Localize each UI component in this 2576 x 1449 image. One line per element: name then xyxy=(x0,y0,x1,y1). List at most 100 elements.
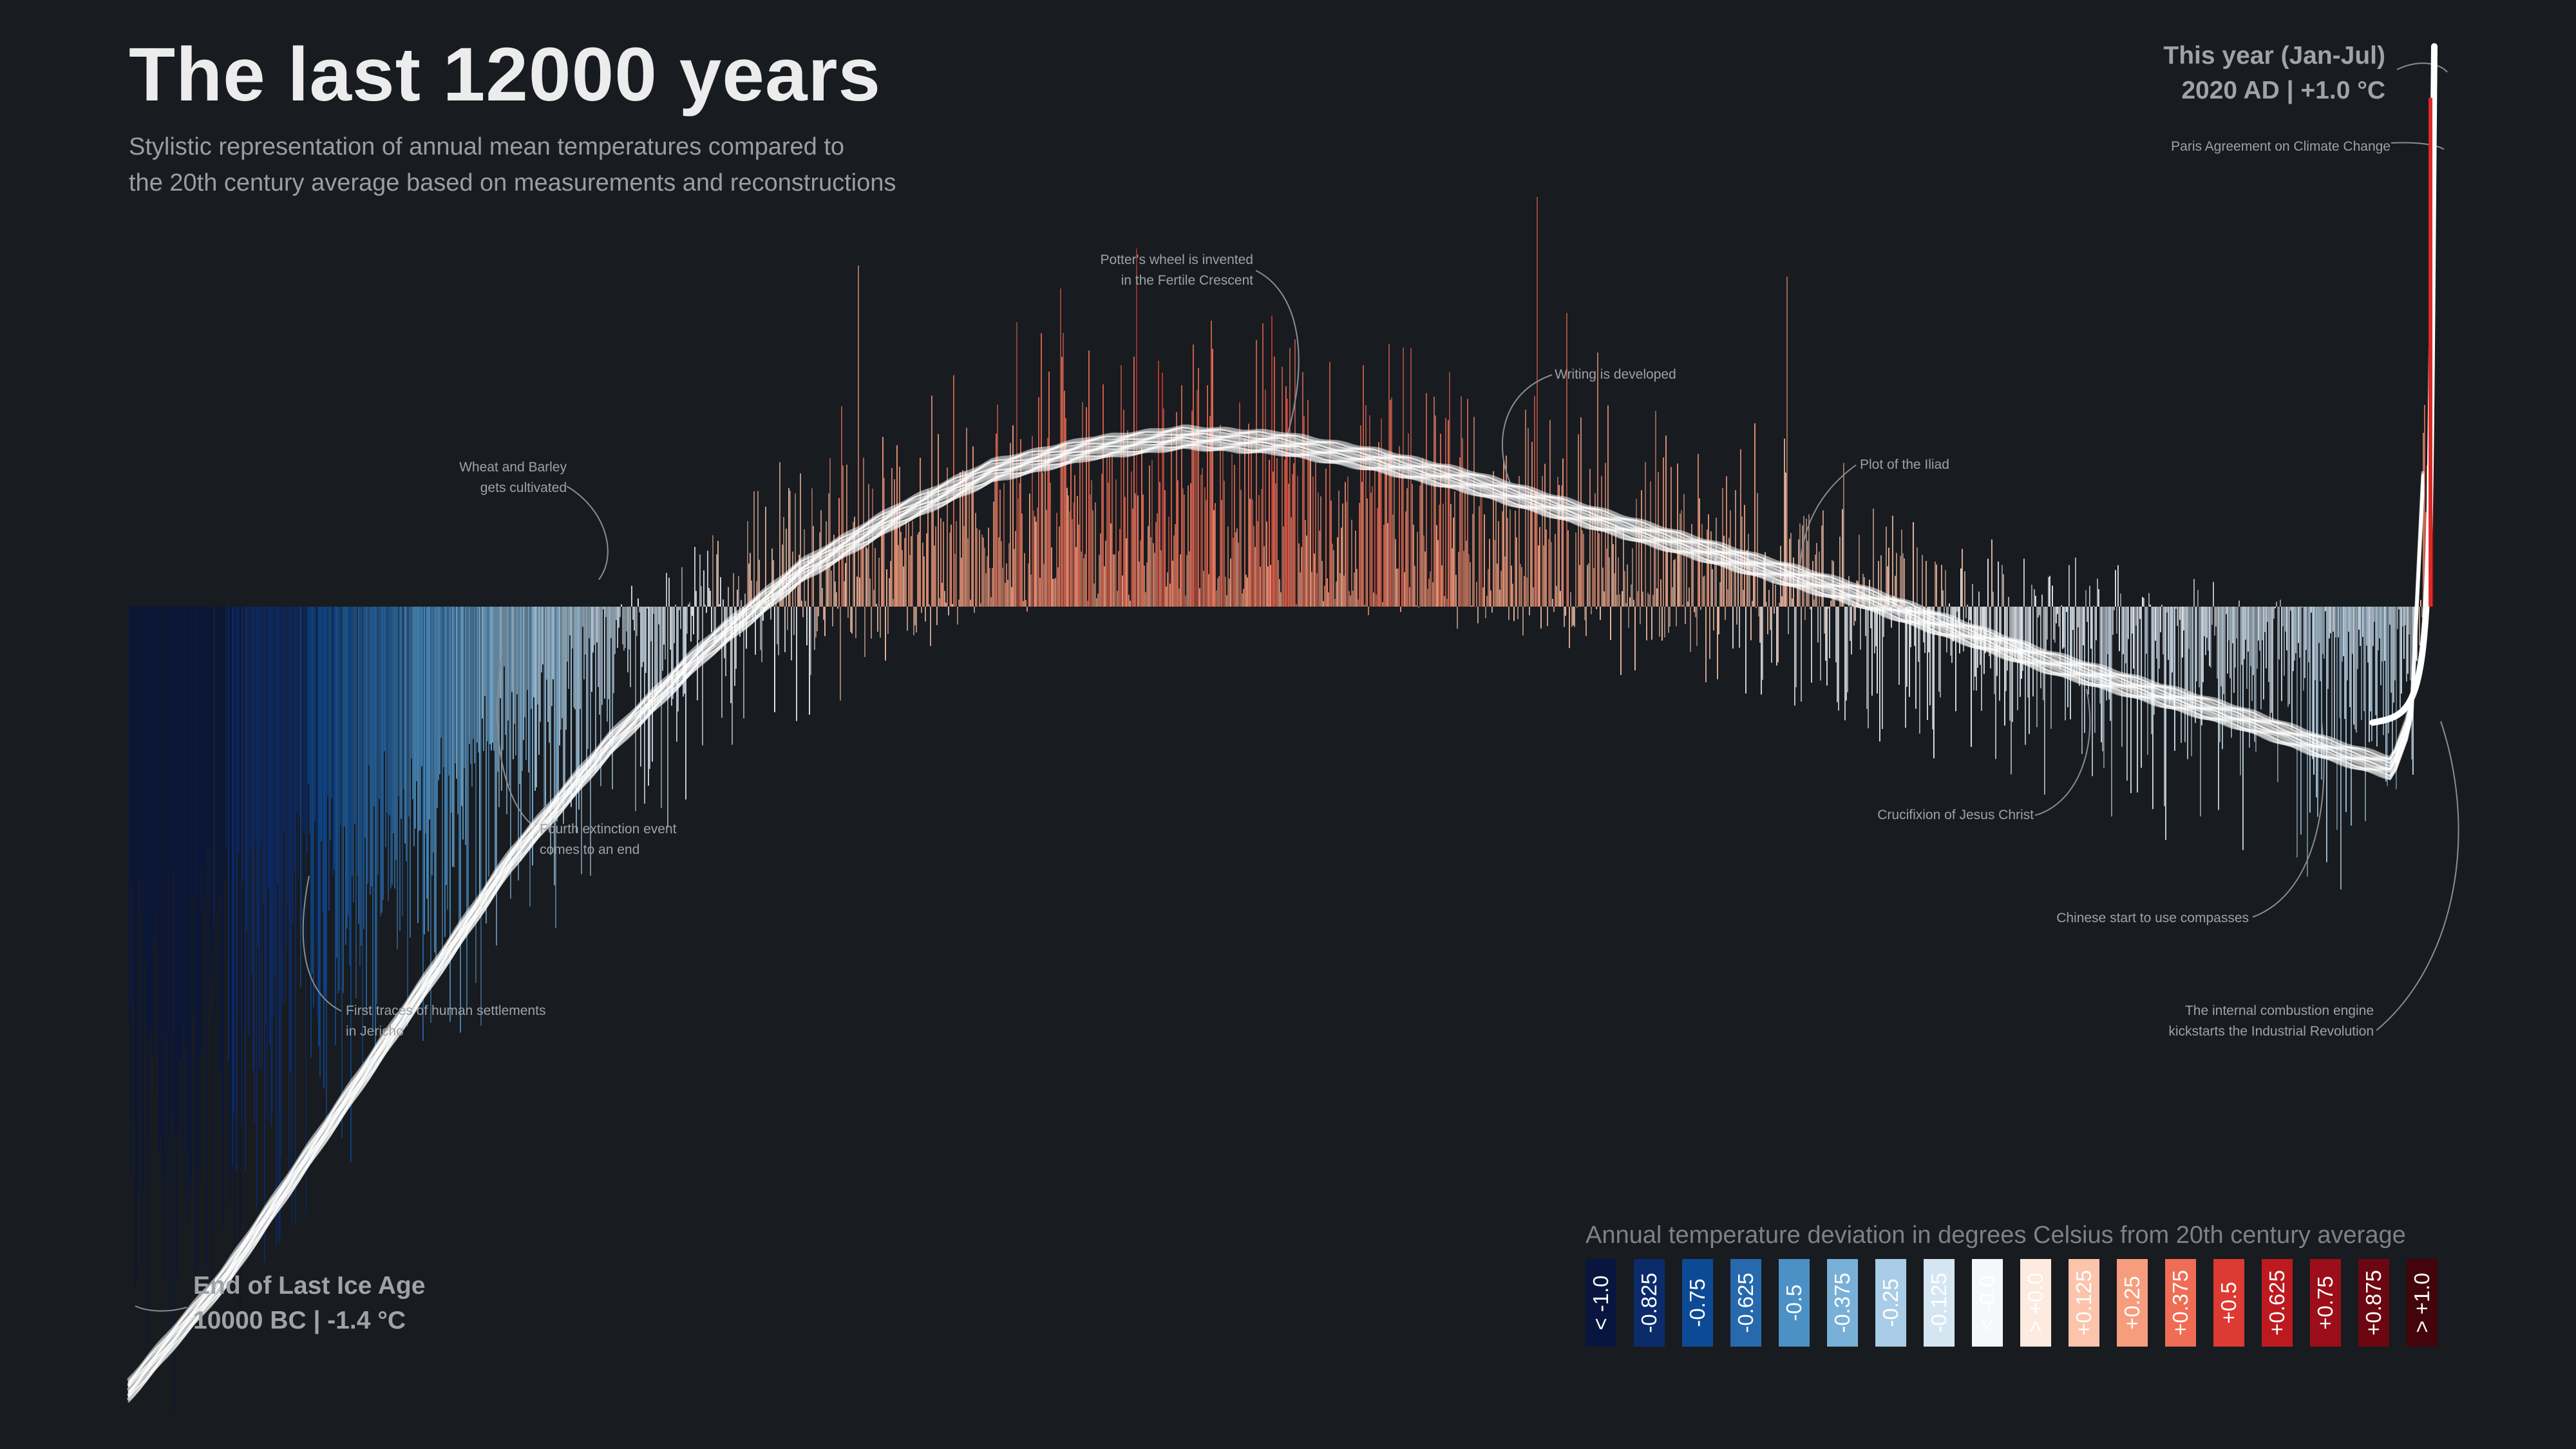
temperature-bar xyxy=(2400,607,2401,708)
temperature-bar xyxy=(1873,508,1874,607)
temperature-bar xyxy=(1285,386,1287,607)
temperature-bar xyxy=(730,607,732,703)
temperature-bar xyxy=(1602,567,1604,607)
temperature-bar xyxy=(1906,607,1908,687)
temperature-bar xyxy=(884,478,885,607)
temperature-bar xyxy=(1504,556,1506,607)
temperature-bar xyxy=(2389,607,2391,625)
temperature-bar xyxy=(1160,550,1162,607)
temperature-bar xyxy=(2048,577,2049,607)
legend-label: -0.25 xyxy=(1879,1278,1902,1327)
temperature-bar xyxy=(1779,602,1780,607)
temperature-bar xyxy=(398,607,399,796)
temperature-bar xyxy=(1319,530,1320,607)
temperature-bar xyxy=(169,607,170,1133)
temperature-bar xyxy=(1998,561,1999,607)
temperature-bar xyxy=(1508,607,1510,620)
temperature-bar xyxy=(1463,551,1464,607)
legend-swatch: -0.375 xyxy=(1827,1259,1858,1347)
temperature-bar xyxy=(1340,573,1341,607)
temperature-bar xyxy=(1498,521,1499,607)
temperature-bar xyxy=(1369,415,1370,607)
temperature-bar xyxy=(269,607,270,1045)
temperature-bar xyxy=(2178,607,2179,702)
temperature-bar xyxy=(658,607,659,625)
temperature-bar xyxy=(188,607,189,1151)
temperature-bar xyxy=(853,522,854,607)
temperature-bar xyxy=(1678,550,1680,607)
temperature-bar xyxy=(817,607,818,632)
temperature-bar xyxy=(2159,607,2160,669)
temperature-bar xyxy=(1933,607,1935,759)
temperature-bar xyxy=(447,607,448,910)
temperature-bar xyxy=(719,604,720,607)
temperature-bar xyxy=(985,573,987,607)
temperature-bar xyxy=(2300,607,2302,835)
temperature-bar xyxy=(531,607,532,709)
temperature-bar xyxy=(1480,486,1481,607)
temperature-bar xyxy=(591,607,592,692)
temperature-bar xyxy=(2002,565,2003,607)
temperature-bar xyxy=(1570,592,1571,607)
temperature-bar xyxy=(1888,547,1889,607)
temperature-bar xyxy=(1476,582,1477,607)
temperature-bar xyxy=(2155,607,2156,641)
temperature-bar xyxy=(1195,435,1197,607)
temperature-bar xyxy=(1428,578,1430,607)
temperature-bar xyxy=(2204,607,2205,636)
temperature-bar xyxy=(1316,573,1318,607)
legend-swatch: +0.75 xyxy=(2310,1259,2341,1347)
temperature-bar xyxy=(940,518,942,607)
temperature-bar xyxy=(1305,520,1306,607)
temperature-bar xyxy=(1777,607,1779,663)
temperature-bar xyxy=(2343,607,2344,656)
temperature-bar xyxy=(2313,607,2315,775)
temperature-bar xyxy=(1781,596,1783,607)
annotation-compasses: Chinese start to use compasses xyxy=(2056,908,2249,929)
temperature-bar xyxy=(335,607,336,1045)
temperature-bar xyxy=(617,607,618,649)
temperature-bar xyxy=(209,607,210,1007)
temperature-bar xyxy=(2266,607,2267,668)
temperature-bar xyxy=(1186,555,1188,607)
temperature-bar xyxy=(903,566,904,607)
temperature-bar xyxy=(1050,482,1051,607)
temperature-bar xyxy=(1266,521,1267,607)
temperature-bar xyxy=(2107,607,2108,654)
temperature-bar xyxy=(1539,527,1540,607)
temperature-bar xyxy=(2244,607,2245,659)
temperature-bar xyxy=(1458,552,1459,607)
temperature-bar xyxy=(1334,599,1336,607)
temperature-bar xyxy=(656,607,657,696)
temperature-bar xyxy=(1074,475,1075,607)
temperature-bar xyxy=(996,433,997,607)
temperature-bar xyxy=(788,488,790,607)
legend-swatch: +0.875 xyxy=(2358,1259,2389,1347)
temperature-bar xyxy=(1361,482,1363,607)
temperature-bar xyxy=(1318,492,1319,607)
legend-label: +0.5 xyxy=(2217,1282,2240,1324)
legend-swatch: +0.375 xyxy=(2165,1259,2196,1347)
temperature-bar xyxy=(965,471,966,607)
temperature-bar xyxy=(1252,499,1253,607)
temperature-bar xyxy=(603,607,604,610)
temperature-bar xyxy=(245,607,246,1171)
temperature-bar xyxy=(1593,568,1595,607)
temperature-bar xyxy=(670,607,671,650)
temperature-bar xyxy=(601,607,603,705)
temperature-bar xyxy=(1917,547,1918,607)
temperature-bar xyxy=(573,607,574,708)
temperature-bar xyxy=(963,526,965,607)
temperature-bar xyxy=(1309,460,1310,607)
temperature-bar xyxy=(1166,586,1167,607)
temperature-bar xyxy=(1477,607,1479,623)
temperature-bar xyxy=(2142,597,2143,607)
temperature-bar xyxy=(1142,494,1144,607)
temperature-bar xyxy=(774,607,775,712)
temperature-bar xyxy=(2357,607,2358,669)
temperature-bar xyxy=(1150,537,1151,607)
temperature-bar xyxy=(1654,538,1655,607)
temperature-bar xyxy=(616,607,617,620)
temperature-bar xyxy=(1589,469,1591,607)
annotation-line: Fourth extinction event xyxy=(540,822,677,837)
